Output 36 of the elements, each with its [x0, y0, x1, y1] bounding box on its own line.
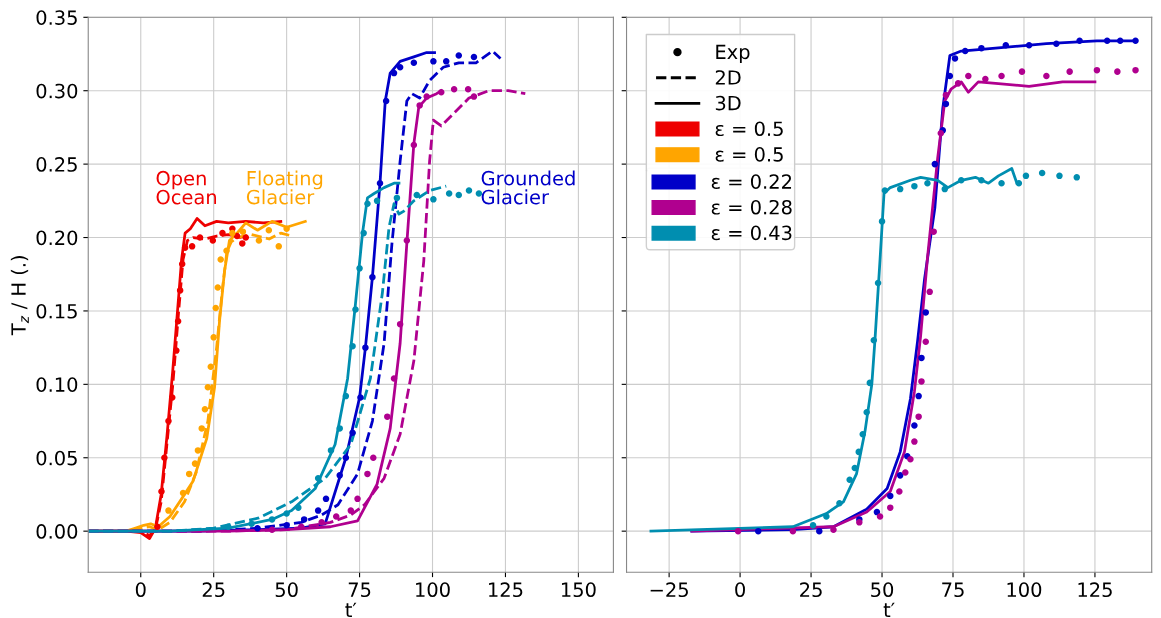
x-tick-label: 50: [871, 582, 894, 598]
legend-label: ε = 0.5: [715, 147, 783, 162]
annotation: Open Ocean: [156, 170, 217, 205]
annotation: Exp: [716, 44, 750, 63]
x-tick-label: 25: [202, 582, 225, 598]
y-tick-label: 0.05: [36, 450, 77, 466]
x-tick-label: 125: [489, 582, 523, 598]
y-tick-label: 0.30: [36, 83, 78, 99]
x-tick-label: 0: [735, 582, 745, 598]
y-tick-label: 0.35: [36, 10, 77, 25]
x-tick-label: 0: [135, 582, 146, 598]
y-tick-label: 0.15: [36, 303, 77, 319]
legend-label: ε = 0.28: [711, 199, 792, 215]
legend-label: ε = 0.43: [711, 225, 792, 241]
x-tick-label: 100: [1007, 582, 1042, 598]
x-tick-label: 75: [942, 582, 964, 598]
x-tick-label: −25: [650, 582, 688, 598]
x-tick-label: 25: [800, 582, 822, 598]
annotation: 3D: [715, 95, 741, 111]
annotation: Floating Glacier: [246, 170, 323, 205]
y-tick-label: 0.20: [36, 230, 78, 246]
annotation: Grounded Glacier: [481, 170, 575, 205]
x-axis-title: t′: [345, 602, 357, 617]
y-tick-label: 0.00: [36, 524, 78, 539]
x-axis-title: t′: [883, 602, 895, 617]
annotation: 2D: [715, 70, 741, 85]
x-tick-label: 75: [348, 582, 371, 598]
x-tick-label: 50: [275, 582, 298, 598]
x-tick-label: 150: [561, 582, 596, 598]
y-tick-label: 0.25: [36, 157, 77, 172]
y-axis-title: T$_{z}$ / H (.): [10, 256, 29, 336]
legend-label: ε = 0.5: [715, 121, 783, 137]
x-tick-label: 100: [416, 582, 450, 598]
x-tick-label: 125: [1078, 582, 1112, 598]
y-tick-label: 0.10: [36, 377, 78, 393]
legend-label: ε = 0.22: [711, 174, 792, 189]
